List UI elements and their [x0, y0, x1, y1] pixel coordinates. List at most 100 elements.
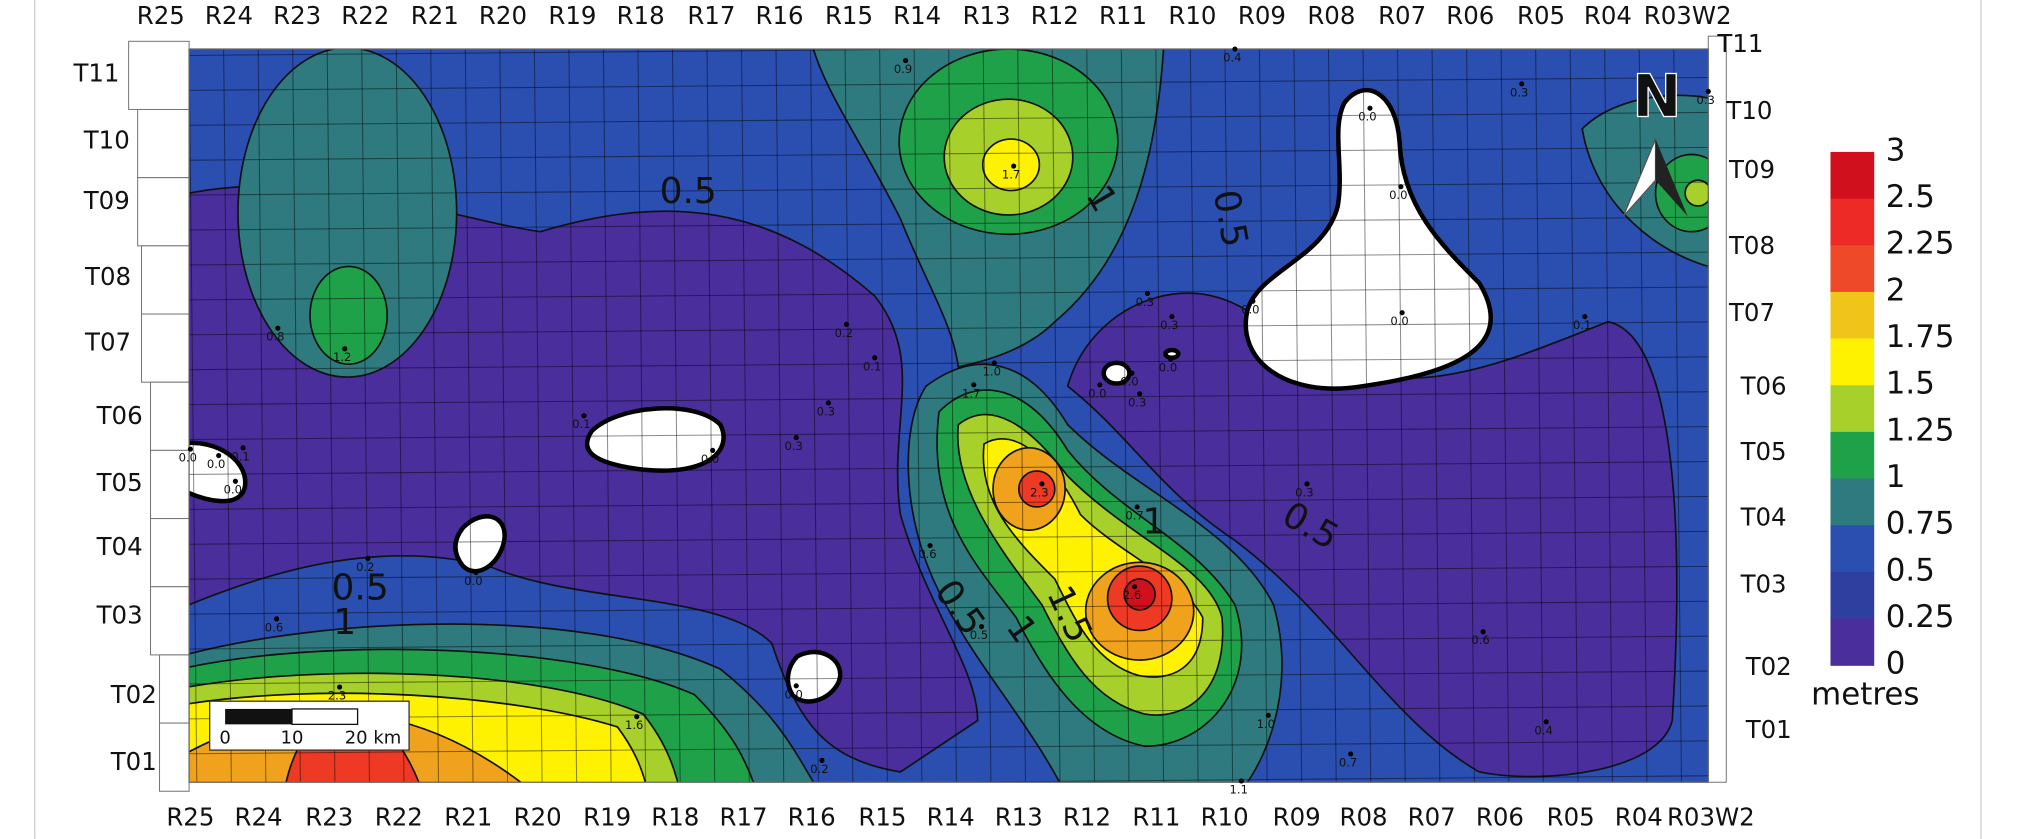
- station-dot: [1137, 391, 1143, 397]
- station-label: 0.3: [1160, 318, 1178, 332]
- legend-swatch: [1830, 478, 1875, 526]
- station-label: 1.7: [962, 386, 980, 400]
- legend-swatch: [1830, 618, 1875, 666]
- grid-line: [913, 49, 923, 783]
- legend-swatch: [1830, 198, 1875, 246]
- range-label: R16: [755, 1, 803, 30]
- grid-line: [1673, 49, 1682, 783]
- grid-line: [879, 49, 888, 783]
- station-label: 0.0: [784, 687, 802, 701]
- range-label: R11: [1132, 802, 1180, 831]
- range-label: R09: [1273, 802, 1321, 831]
- grid-line: [1500, 49, 1510, 783]
- station-dot: [927, 542, 933, 549]
- grid-line: [602, 49, 612, 783]
- station-label: 1.6: [625, 718, 643, 732]
- zone-2.5-3: [1123, 578, 1156, 611]
- station-dot: [1265, 712, 1271, 718]
- legend-swatch: [1830, 245, 1875, 293]
- legend-label: 2: [1886, 272, 1906, 308]
- station-label: 2.3: [1030, 485, 1048, 499]
- station-label: 0.3: [1136, 295, 1154, 309]
- range-label: R21: [411, 1, 459, 30]
- grid-line: [189, 565, 1709, 580]
- station-dot: [903, 58, 909, 64]
- range-label: R05: [1547, 802, 1595, 831]
- station-label: 1.0: [983, 364, 1001, 378]
- grid-line: [430, 49, 440, 783]
- grid-line: [1362, 49, 1372, 783]
- grid-line: [1120, 49, 1130, 783]
- station-label: 0.0: [1390, 314, 1408, 328]
- station-label: 0.0: [1241, 303, 1259, 317]
- range-label: R12: [1031, 1, 1079, 30]
- station-dot: [710, 447, 716, 453]
- station-label: 0.1: [1573, 318, 1591, 332]
- grid-line: [1293, 49, 1303, 783]
- township-label: T05: [1740, 437, 1787, 466]
- station-label: 0.4: [1223, 51, 1241, 65]
- station-label: 0.3: [784, 439, 802, 453]
- range-label: R06: [1446, 1, 1494, 30]
- station-label: 0.2: [835, 326, 853, 340]
- range-label: R25: [166, 802, 214, 831]
- station-dot: [273, 616, 280, 622]
- station-dot: [819, 757, 825, 763]
- station-dot: [1582, 314, 1588, 320]
- grid-line: [706, 49, 716, 783]
- grid-line: [189, 426, 1709, 441]
- range-label: R20: [479, 1, 527, 30]
- station-dot: [1348, 751, 1354, 757]
- range-label: R25: [137, 1, 185, 30]
- station-label: 2.3: [328, 689, 346, 703]
- grid-line: [1397, 49, 1406, 783]
- grid-line: [189, 251, 1709, 266]
- township-label: T07: [1728, 298, 1775, 327]
- grid-line: [1086, 49, 1096, 783]
- range-label: R17: [687, 1, 735, 30]
- grid-line: [189, 740, 1709, 755]
- grid-line: [189, 600, 1709, 615]
- grid-line: [223, 49, 232, 783]
- township-label: T11: [72, 59, 119, 88]
- station-dot: [1134, 504, 1140, 510]
- station-dot: [1129, 370, 1135, 376]
- grid-line: [189, 76, 1709, 91]
- station-label: 0.2: [810, 762, 828, 776]
- range-label: R14: [893, 1, 941, 30]
- grid-line: [1258, 49, 1268, 783]
- station-label: 0.4: [1534, 723, 1552, 737]
- range-label: R10: [1201, 802, 1249, 831]
- station-label: 0.0: [224, 483, 242, 497]
- grid-line: [189, 49, 1709, 56]
- station-dot: [1398, 184, 1404, 190]
- grid-line: [568, 49, 578, 783]
- station-dot: [1480, 629, 1486, 635]
- grid-line: [810, 49, 819, 783]
- range-label: R07: [1408, 802, 1456, 831]
- range-label: R22: [375, 802, 423, 831]
- range-label: R05: [1517, 1, 1565, 30]
- legend-label: 0: [1886, 646, 1906, 682]
- station-dot: [971, 382, 977, 388]
- station-label: 0.0: [1159, 361, 1177, 375]
- grid-line: [189, 356, 1709, 371]
- station-dot: [365, 555, 371, 561]
- station-dot: [240, 445, 246, 451]
- station-label: 1.7: [1002, 168, 1020, 182]
- grid-line: [189, 111, 1709, 126]
- station-label: 0.8: [266, 330, 284, 344]
- range-label: R14: [927, 802, 975, 831]
- legend-swatch: [1830, 431, 1875, 480]
- legend-label: 1: [1886, 459, 1906, 495]
- station-label: 1.1: [1230, 782, 1248, 796]
- scale-label: 10: [281, 728, 304, 749]
- station-dot: [1238, 778, 1244, 784]
- station-label: 0.7: [1125, 508, 1143, 522]
- station-dot: [187, 446, 193, 452]
- grid-line: [189, 495, 1709, 510]
- station-dot: [978, 624, 985, 630]
- township-label: T03: [1740, 569, 1787, 598]
- station-label: 0.9: [894, 62, 912, 76]
